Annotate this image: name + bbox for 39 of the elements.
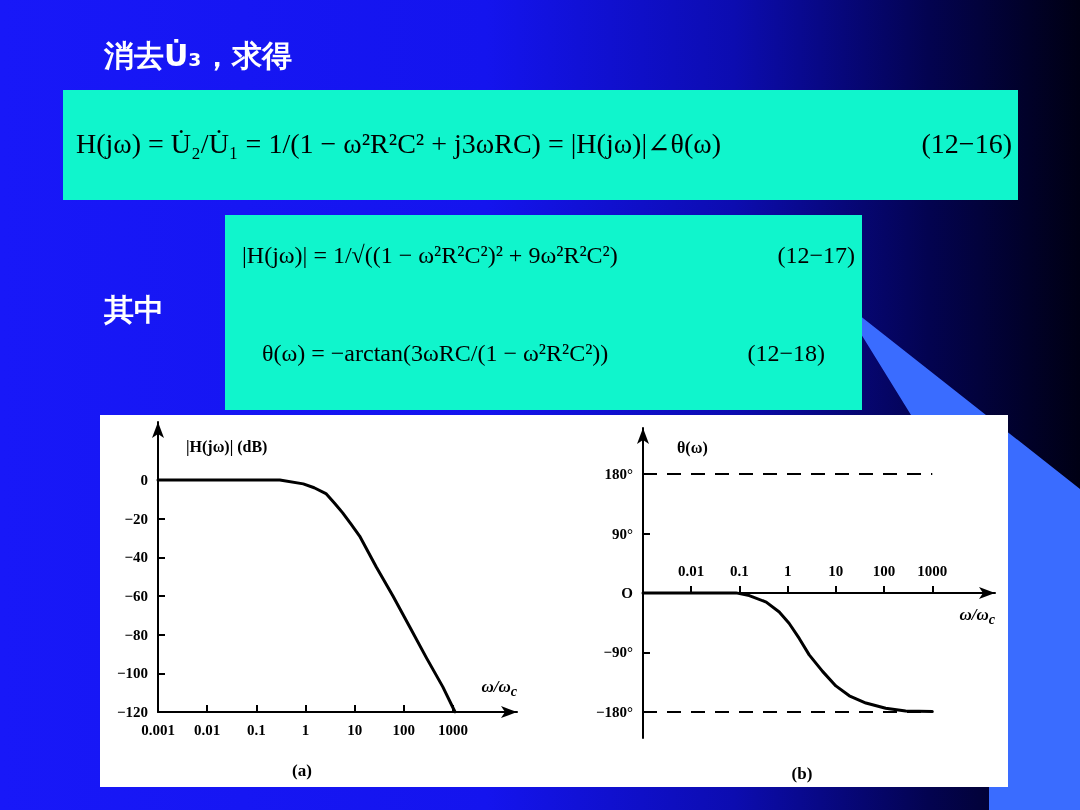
x-tick-label: 1	[783, 563, 792, 580]
text: 其中	[104, 292, 164, 328]
x-tick-label: 0.1	[730, 563, 749, 580]
y-tick-label: 0	[140, 472, 148, 488]
text: H(jω) = U̇₂/U̇₁ = 1/(1 − ω²R²C² + j3ωRC) = |H(jω)|∠θ(ω)	[76, 127, 721, 161]
y-tick-label: O	[621, 584, 633, 601]
x-tick-label: 1000	[438, 721, 469, 738]
x-tick-label: 1000	[917, 563, 948, 580]
y-axis-title: θ(ω)	[677, 438, 708, 457]
text: (a)	[292, 761, 312, 780]
text: θ(ω) = −arctan(3ωRC/(1 − ω²R²C²))	[262, 339, 609, 368]
y-tick-label: −180°	[595, 703, 633, 720]
y-tick-label: −60	[124, 588, 148, 604]
text: (12−18)	[747, 339, 825, 368]
x-tick-label: 10	[828, 563, 844, 580]
y-tick-label: −90°	[603, 644, 633, 661]
y-tick-label: −40	[124, 549, 148, 566]
y-tick-label: −100	[116, 665, 148, 682]
x-tick-label: 0.001	[141, 721, 175, 738]
text: (12−17)	[777, 241, 855, 270]
x-tick-label: 100	[392, 721, 416, 738]
x-tick-label: 100	[872, 563, 896, 580]
x-axis-title: ω/ω$_{c}$	[481, 677, 517, 702]
x-tick-label: 1	[301, 721, 310, 738]
y-tick-label: 180°	[604, 466, 633, 483]
y-tick-label: −120	[116, 704, 148, 720]
text: |H(jω)| = 1/√((1 − ω²R²C²)² + 9ω²R²C²)	[242, 241, 618, 270]
x-tick-label: 0.01	[194, 721, 221, 738]
x-axis-title: ω/ω$_{c}$	[959, 605, 995, 630]
y-axis-title: |H(jω)| (dB)	[186, 437, 268, 456]
x-tick-label: 0.01	[678, 563, 705, 580]
text: 消去U̇₃，求得	[104, 38, 292, 74]
text: (b)	[791, 764, 813, 783]
y-tick-label: −20	[124, 510, 148, 527]
x-tick-label: 0.1	[246, 721, 266, 738]
y-tick-label: −80	[124, 626, 148, 643]
y-tick-label: 90°	[612, 525, 633, 542]
x-tick-label: 10	[347, 721, 363, 738]
text: (12−16)	[921, 127, 1012, 161]
